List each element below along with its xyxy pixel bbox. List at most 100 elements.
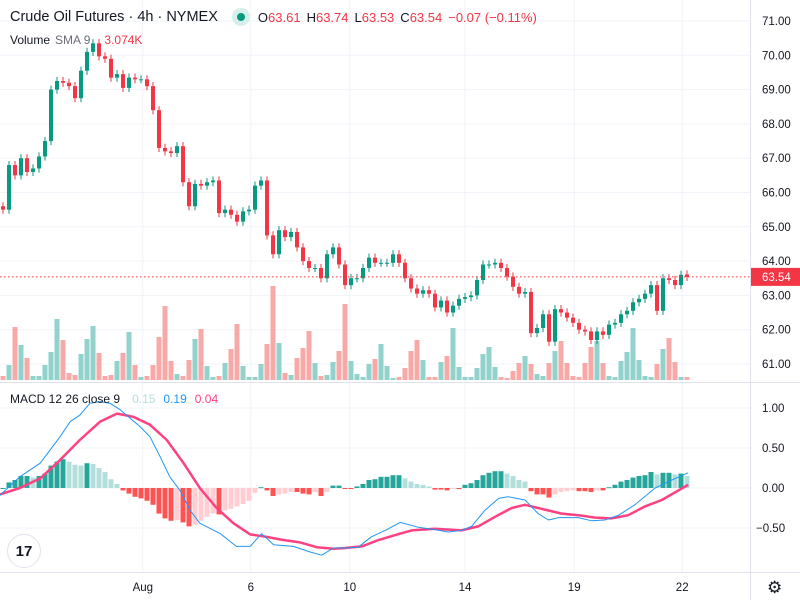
volume-bar <box>12 327 18 380</box>
macd-axis-label: 0.50 <box>762 443 784 455</box>
candle-body <box>601 331 605 335</box>
macd-histogram-bar <box>498 471 504 488</box>
macd-label: MACD 12 26 close 9 <box>10 392 121 406</box>
candle-body <box>577 322 581 330</box>
macd-histogram-bar <box>246 488 252 501</box>
volume-bar <box>582 363 588 380</box>
volume-bar <box>0 376 6 380</box>
candle-body <box>25 158 29 172</box>
macd-histogram-bar <box>474 480 480 488</box>
candle-body <box>331 247 335 255</box>
candle-body <box>571 317 575 323</box>
candle-body <box>517 286 521 294</box>
macd-histogram-bar <box>270 488 276 496</box>
candle-body <box>469 295 473 298</box>
macd-histogram-bar <box>108 479 114 488</box>
volume-bar <box>534 374 540 380</box>
volume-bar <box>150 365 156 380</box>
macd-histogram-bar <box>552 488 558 495</box>
candle-body <box>589 331 593 340</box>
volume-bar <box>318 376 324 380</box>
macd-histogram-bar <box>522 481 528 488</box>
volume-bar <box>474 368 480 380</box>
candle-body <box>229 209 233 215</box>
price-axis-label: 66.00 <box>762 188 791 200</box>
candle-body <box>355 278 359 280</box>
macd-histogram-bar <box>48 465 54 488</box>
macd-histogram-bar <box>348 488 354 489</box>
candle-body <box>661 278 665 311</box>
macd-legend[interactable]: MACD 12 26 close 9 0.15 0.19 0.04 <box>10 392 218 406</box>
candle-body <box>37 156 41 169</box>
candle-body <box>31 168 35 172</box>
macd-histogram-bar <box>312 488 318 492</box>
macd-histogram-bar <box>432 488 438 490</box>
macd-histogram-bar <box>342 488 348 489</box>
macd-histogram-bar <box>132 488 138 497</box>
volume-bar <box>414 340 420 380</box>
volume-bar <box>222 363 228 380</box>
macd-histogram-bar <box>156 488 162 514</box>
candle-body <box>49 89 53 142</box>
candle-body <box>67 82 71 87</box>
volume-value: 3.074K <box>104 33 143 47</box>
macd-histogram-bar <box>654 474 660 488</box>
candle-body <box>163 147 167 152</box>
volume-bar <box>402 368 408 380</box>
volume-bar <box>606 376 612 380</box>
candle-body <box>607 324 611 335</box>
volume-bar <box>486 347 492 380</box>
volume-bar <box>522 356 528 380</box>
volume-bar <box>450 328 456 380</box>
volume-bar <box>468 377 474 380</box>
candle-body <box>451 305 455 313</box>
candle-body <box>463 297 467 299</box>
candle-body <box>235 214 239 222</box>
candle-body <box>19 158 23 176</box>
price-axis-label: 62.00 <box>762 325 791 337</box>
volume-bar <box>630 328 636 380</box>
macd-histogram-bar <box>486 472 492 488</box>
candle-body <box>391 254 395 263</box>
volume-bar <box>516 363 522 380</box>
candle-body <box>433 293 437 308</box>
macd-histogram-bar <box>480 475 486 488</box>
candle-body <box>337 247 341 265</box>
macd-histogram-bar <box>600 488 606 491</box>
volume-bar <box>180 376 186 380</box>
macd-histogram-bar <box>42 473 48 488</box>
macd-histogram-bar <box>78 465 84 488</box>
volume-bar <box>252 377 258 380</box>
volume-bar <box>144 376 150 380</box>
ohlc-open: O63.61 <box>257 9 301 25</box>
macd-line <box>0 401 689 556</box>
volume-bar <box>156 337 162 380</box>
candle-body <box>109 58 113 78</box>
macd-histogram-bar <box>468 483 474 488</box>
gear-icon[interactable]: ⚙ <box>767 578 783 597</box>
candle-body <box>361 267 365 279</box>
macd-hist-value: 0.15 <box>132 392 156 406</box>
volume-bar <box>204 366 210 380</box>
volume-legend[interactable]: Volume SMA 9 3.074K <box>10 33 142 47</box>
macd-histogram-bar <box>60 459 66 488</box>
macd-histogram-bar <box>84 463 90 488</box>
symbol-title[interactable]: Crude Oil Futures · 4h · NYMEX <box>10 9 218 25</box>
candle-body <box>193 183 197 207</box>
volume-bar <box>102 376 108 380</box>
macd-histogram-bar <box>144 488 150 501</box>
tradingview-logo-icon[interactable]: 17 <box>7 534 41 568</box>
volume-bar <box>210 377 216 380</box>
candle-body <box>553 309 557 342</box>
candle-body <box>121 74 125 88</box>
candle-body <box>241 211 245 222</box>
volume-bar <box>198 329 204 380</box>
macd-histogram-bar <box>18 476 24 488</box>
volume-bar <box>612 377 618 380</box>
macd-histogram-bar <box>96 468 102 488</box>
volume-bar <box>528 364 534 380</box>
candle-body <box>175 146 179 154</box>
macd-histogram-bar <box>672 474 678 488</box>
macd-histogram-bar <box>168 488 174 521</box>
